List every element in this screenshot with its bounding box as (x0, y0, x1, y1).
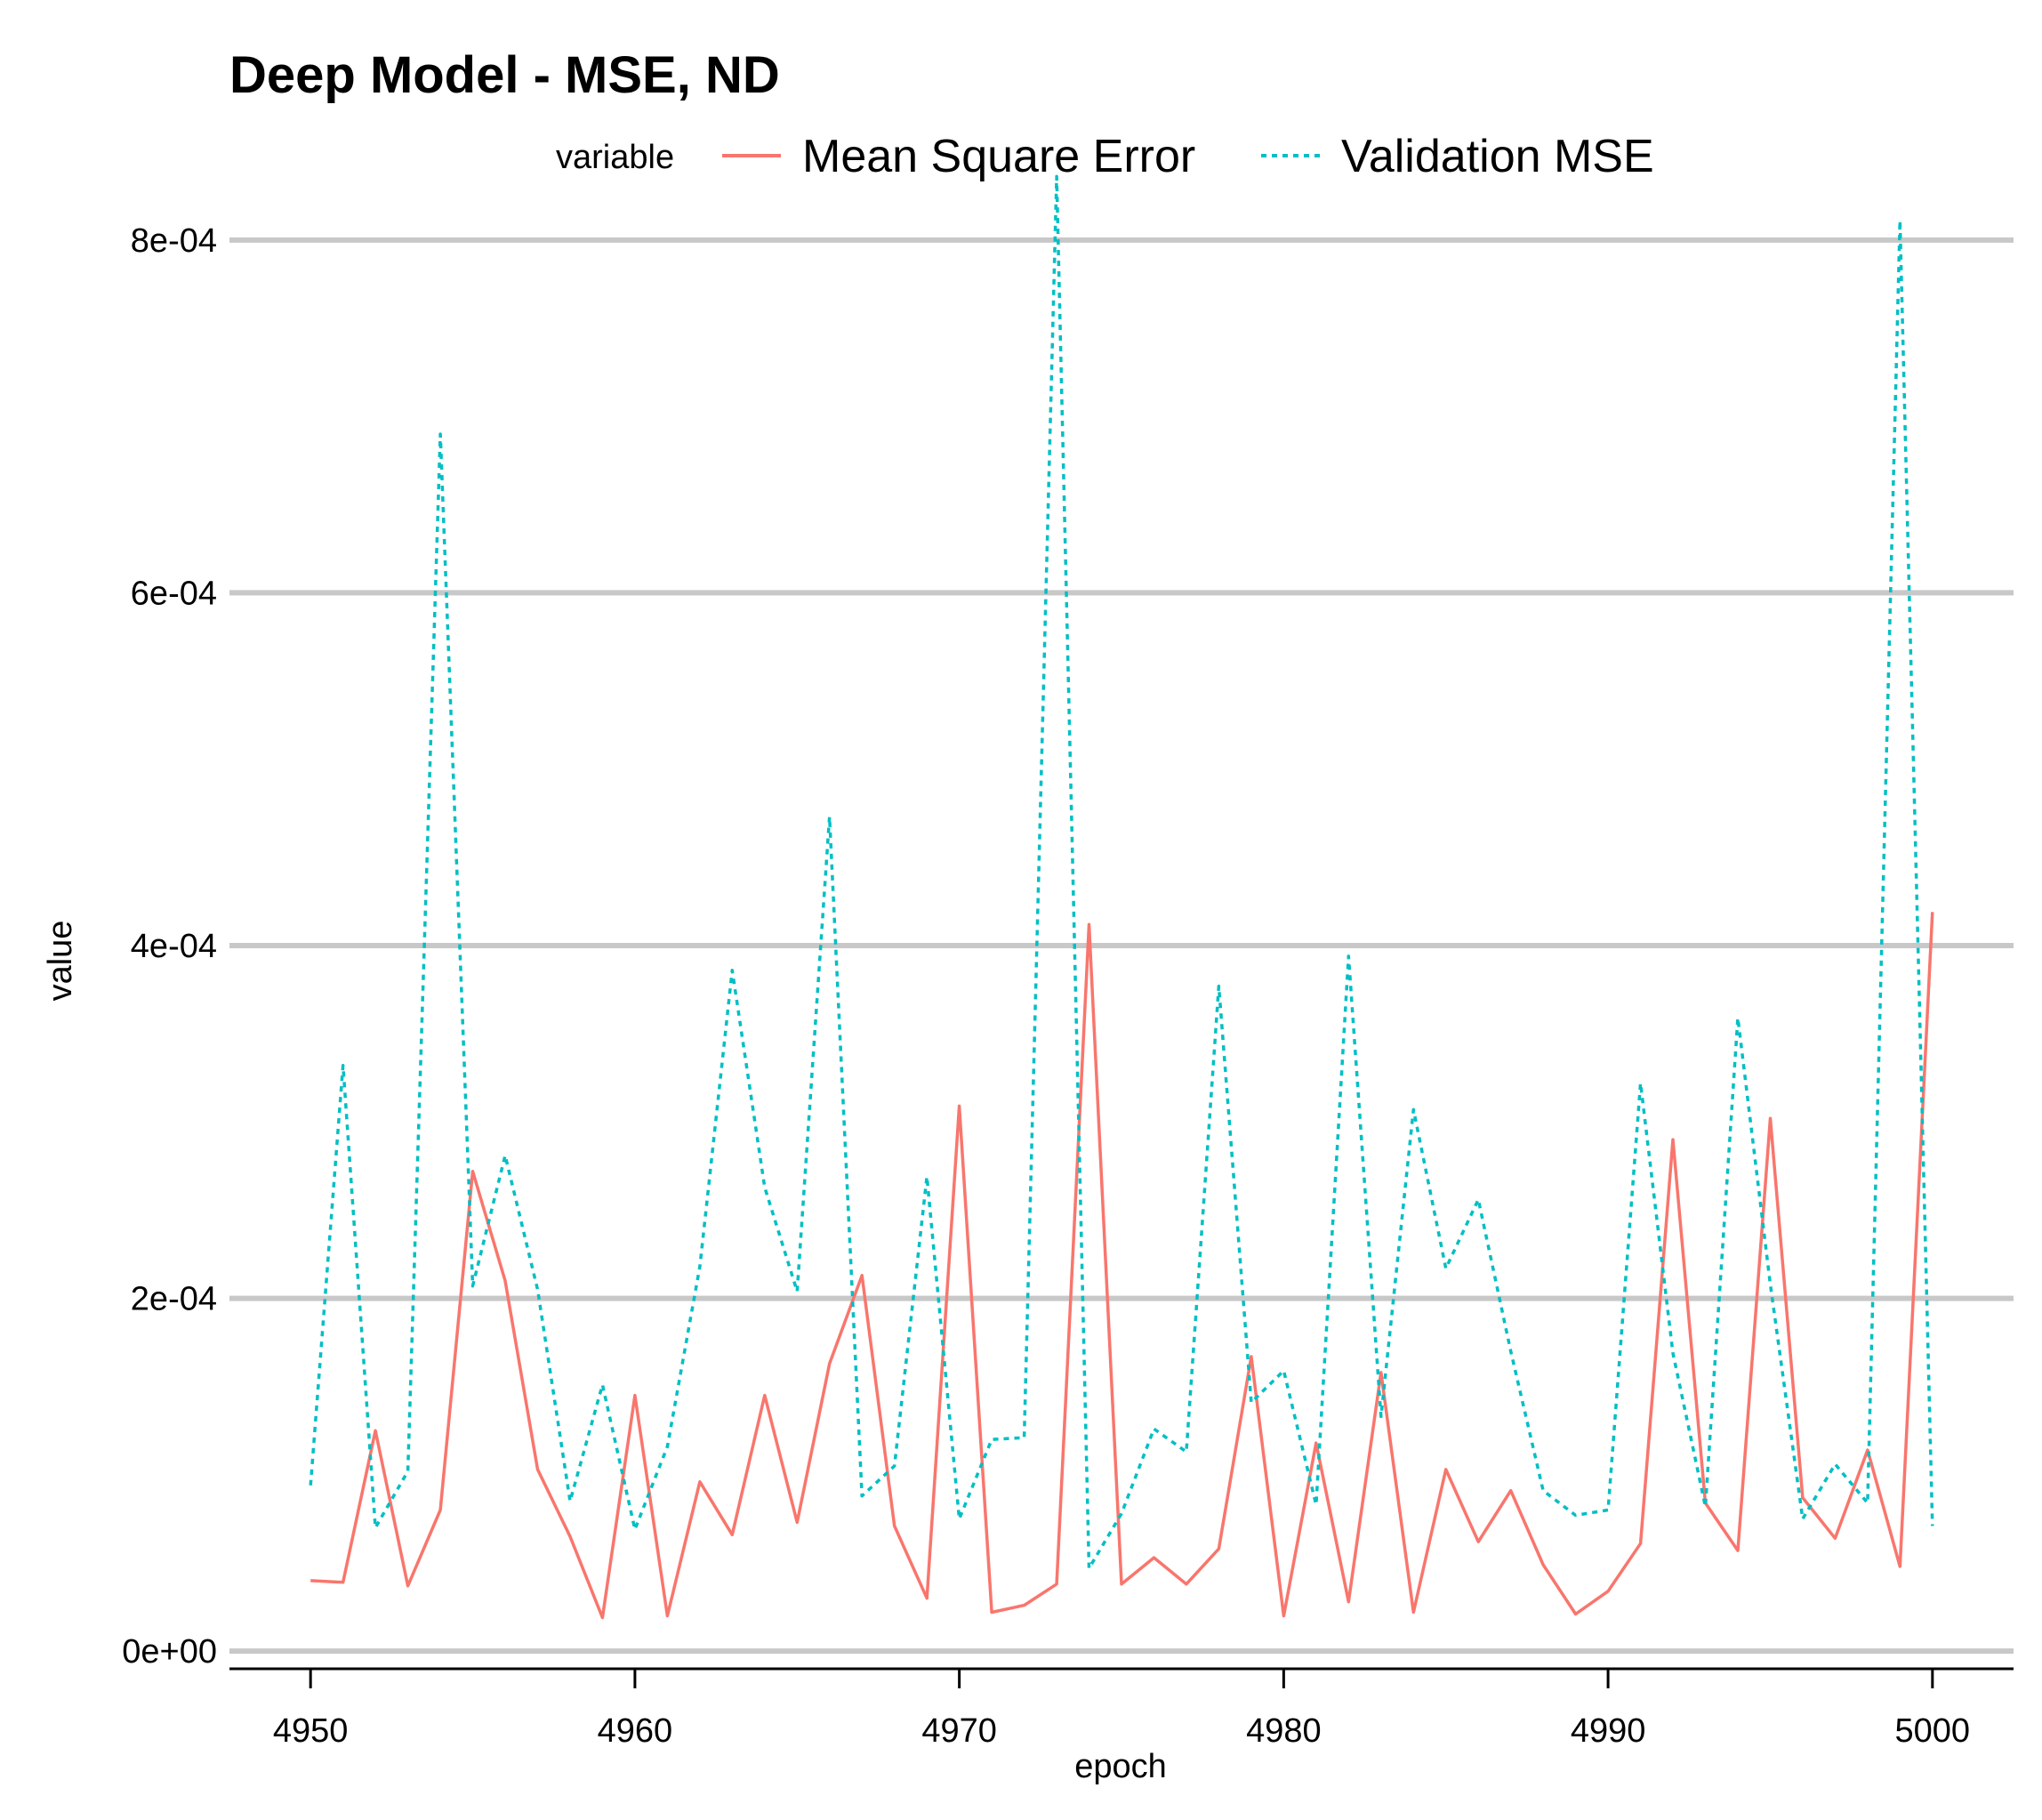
x-axis-ticks: 4950 4960 4970 4980 4990 5000 (273, 1669, 1970, 1750)
series-line-mean-square-error (310, 912, 1934, 1620)
y-tick-label: 8e-04 (131, 222, 217, 260)
x-tick-label: 4960 (598, 1712, 673, 1750)
legend: variable Mean Square Error Validation MS… (556, 131, 1654, 182)
x-tick-label: 4980 (1246, 1712, 1322, 1750)
legend-label-validation-mse: Validation MSE (1341, 131, 1654, 182)
y-tick-label: 4e-04 (131, 928, 217, 965)
x-tick-label: 4970 (921, 1712, 997, 1750)
data-series (309, 174, 1934, 1620)
chart-title: Deep Model - MSE, ND (229, 46, 780, 104)
series-line-validation-mse (309, 174, 1934, 1570)
y-axis-ticks: 0e+00 2e-04 4e-04 6e-04 8e-04 (122, 222, 217, 1671)
x-tick-label: 5000 (1895, 1712, 1971, 1750)
legend-label-mean-square-error: Mean Square Error (802, 131, 1195, 182)
y-tick-label: 6e-04 (131, 575, 217, 612)
gridlines (229, 237, 2014, 1655)
legend-title: variable (556, 139, 674, 176)
x-tick-label: 4950 (273, 1712, 349, 1750)
y-tick-label: 0e+00 (122, 1633, 217, 1671)
x-axis-title: epoch (1074, 1748, 1167, 1785)
y-axis-title: value (42, 921, 79, 1002)
y-tick-label: 2e-04 (131, 1281, 217, 1318)
x-tick-label: 4990 (1571, 1712, 1646, 1750)
